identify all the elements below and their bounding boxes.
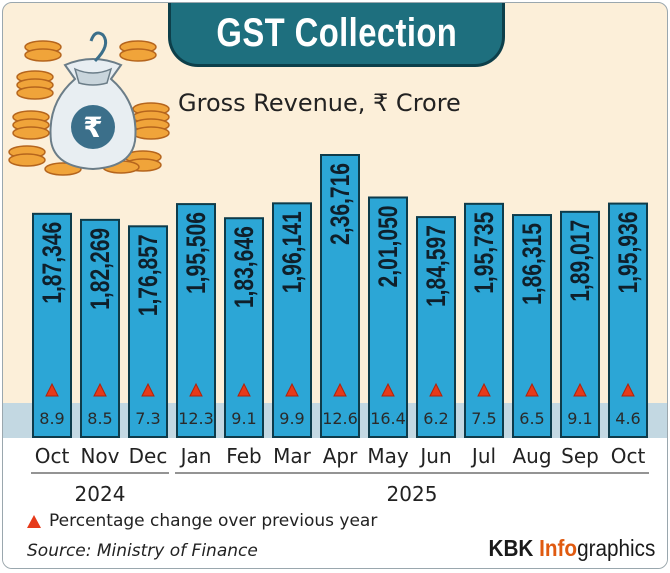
bar-value-label-1: 1,82,269 bbox=[86, 228, 116, 310]
pct-change-label-6: 12.6 bbox=[322, 409, 358, 428]
bar-value-label-2: 1,76,857 bbox=[134, 234, 164, 316]
up-triangle-icon-7 bbox=[381, 382, 395, 397]
month-label-8: Jun bbox=[418, 444, 451, 468]
page-title: GST Collection bbox=[216, 11, 457, 55]
up-triangle-icon-12 bbox=[621, 382, 635, 397]
bar-value-label-7: 2,01,050 bbox=[374, 205, 404, 287]
bar-7 bbox=[368, 196, 408, 438]
chart-subtitle: Gross Revenue, ₹ Crore bbox=[178, 89, 461, 117]
pct-change-label-7: 16.4 bbox=[370, 409, 406, 428]
svg-text:₹: ₹ bbox=[83, 111, 102, 144]
pct-change-label-3: 12.3 bbox=[178, 409, 214, 428]
month-label-5: Mar bbox=[273, 444, 312, 468]
up-triangle-icon-1 bbox=[93, 382, 107, 397]
legend-text: Percentage change over previous year bbox=[49, 511, 378, 531]
credit-info: Info bbox=[538, 535, 577, 561]
month-label-9: Jul bbox=[470, 444, 496, 468]
bar-value-label-10: 1,86,315 bbox=[518, 223, 548, 305]
month-label-0: Oct bbox=[35, 444, 70, 468]
pct-change-label-5: 9.9 bbox=[279, 409, 304, 428]
pct-change-label-12: 4.6 bbox=[615, 409, 640, 428]
bar-3 bbox=[176, 203, 216, 438]
pct-change-label-8: 6.2 bbox=[423, 409, 448, 428]
up-triangle-icon-5 bbox=[285, 382, 299, 397]
legend: Percentage change over previous year bbox=[27, 511, 377, 531]
bar-value-label-5: 1,96,141 bbox=[278, 211, 308, 293]
pct-change-label-9: 7.5 bbox=[471, 409, 496, 428]
up-triangle-icon bbox=[27, 514, 41, 528]
bar-value-label-9: 1,95,735 bbox=[470, 212, 500, 294]
month-label-7: May bbox=[367, 444, 409, 468]
pct-change-label-2: 7.3 bbox=[135, 409, 160, 428]
bar-8 bbox=[416, 216, 456, 438]
up-triangle-icon-9 bbox=[477, 382, 491, 397]
month-label-11: Sep bbox=[561, 444, 599, 468]
bar-4 bbox=[224, 217, 264, 438]
month-label-3: Jan bbox=[179, 444, 212, 468]
bar-value-label-3: 1,95,506 bbox=[182, 212, 212, 294]
gst-bar-chart: 1,87,346 8.9 Oct 1,82,269 8.5 Nov 1,76,857 7.3 D… bbox=[31, 154, 649, 506]
up-triangle-icon-10 bbox=[525, 382, 539, 397]
month-label-12: Oct bbox=[611, 444, 646, 468]
bar-value-label-11: 1,89,017 bbox=[566, 220, 596, 302]
up-triangle-icon-4 bbox=[237, 382, 251, 397]
month-label-6: Apr bbox=[323, 444, 358, 468]
bar-5 bbox=[272, 202, 312, 438]
bar-value-label-0: 1,87,346 bbox=[38, 222, 68, 304]
pct-change-label-10: 6.5 bbox=[519, 409, 544, 428]
source-note: Source: Ministry of Finance bbox=[27, 541, 258, 561]
title-banner: GST Collection bbox=[168, 3, 505, 67]
pct-change-label-4: 9.1 bbox=[231, 409, 256, 428]
pct-change-label-11: 9.1 bbox=[567, 409, 592, 428]
up-triangle-icon-2 bbox=[141, 382, 155, 397]
bar-value-label-6: 2,36,716 bbox=[326, 163, 356, 245]
month-label-10: Aug bbox=[512, 444, 551, 468]
pct-change-label-0: 8.9 bbox=[39, 409, 64, 428]
bar-value-label-4: 1,83,646 bbox=[230, 226, 260, 308]
year-label-0: 2024 bbox=[75, 482, 126, 506]
bar-12 bbox=[608, 202, 648, 438]
bar-11 bbox=[560, 210, 600, 438]
bar-9 bbox=[464, 202, 504, 438]
credit-logo: KBK Infographics bbox=[488, 535, 655, 562]
up-triangle-icon-3 bbox=[189, 382, 203, 397]
credit-kbk: KBK bbox=[488, 535, 539, 561]
month-label-2: Dec bbox=[129, 444, 168, 468]
month-label-1: Nov bbox=[80, 444, 119, 468]
credit-graphics: graphics bbox=[576, 535, 655, 561]
bar-value-label-8: 1,84,597 bbox=[422, 225, 452, 307]
bar-2 bbox=[128, 225, 168, 438]
up-triangle-icon-0 bbox=[45, 382, 59, 397]
up-triangle-icon-8 bbox=[429, 382, 443, 397]
pct-change-label-1: 8.5 bbox=[87, 409, 112, 428]
up-triangle-icon-6 bbox=[333, 382, 347, 397]
up-triangle-icon-11 bbox=[573, 382, 587, 397]
bar-1 bbox=[80, 218, 120, 438]
bar-value-label-12: 1,95,936 bbox=[614, 212, 644, 294]
year-label-1: 2025 bbox=[387, 482, 438, 506]
bar-0 bbox=[32, 212, 72, 438]
bar-10 bbox=[512, 214, 552, 438]
month-label-4: Feb bbox=[226, 444, 261, 468]
money-bag-icon: ₹ bbox=[8, 31, 170, 176]
